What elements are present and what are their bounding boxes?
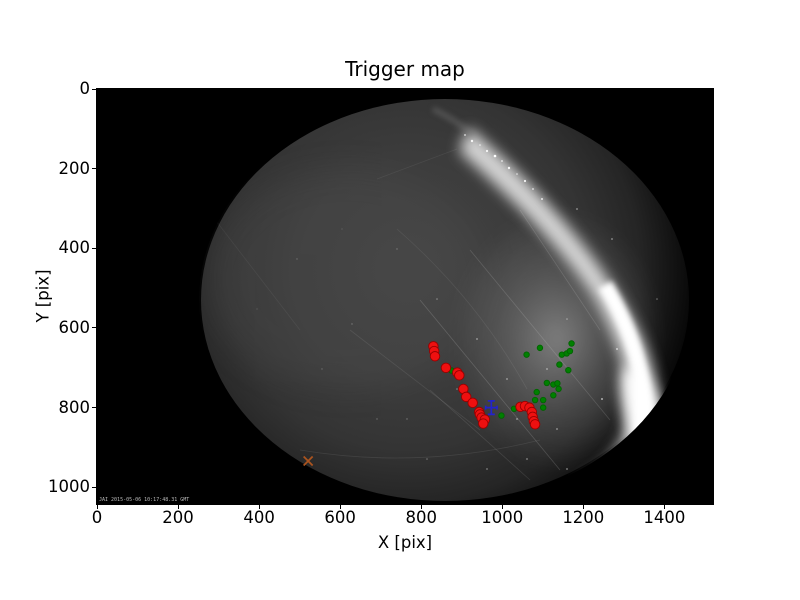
y-tick-mark (92, 168, 96, 170)
x-tick-mark (501, 505, 503, 509)
plot-area: JAI 2015-05-06 10:17:48.31 GMT (96, 88, 714, 505)
red-trigger-marker (467, 397, 478, 409)
x-tick-mark (177, 505, 179, 509)
y-tick-mark (92, 247, 96, 249)
blue-errorbar-marker (484, 399, 498, 416)
green-trigger-marker (554, 380, 561, 387)
plot-title: Trigger map (345, 57, 465, 81)
x-tick-label: 0 (91, 508, 103, 527)
y-tick-label: 800 (58, 397, 91, 417)
green-trigger-marker (539, 396, 547, 404)
green-trigger-marker (568, 340, 575, 347)
x-axis-label: X [pix] (377, 533, 433, 552)
x-tick-label: 1400 (643, 508, 686, 527)
y-axis-label: Y [pix] (33, 269, 53, 323)
green-trigger-marker (536, 344, 544, 352)
x-tick-mark (96, 505, 98, 509)
speckles (256, 134, 658, 470)
x-tick-mark (339, 505, 341, 509)
red-trigger-marker (529, 419, 541, 430)
x-tick-label: 1200 (562, 508, 605, 527)
green-trigger-marker (555, 385, 562, 393)
scatter-overlay (303, 340, 575, 467)
y-tick-label: 400 (58, 238, 91, 258)
green-trigger-marker (531, 396, 539, 404)
green-trigger-marker (523, 351, 530, 358)
y-tick-mark (92, 407, 96, 409)
x-tick-mark (258, 505, 260, 509)
camera-image (97, 89, 713, 504)
right-haze (452, 209, 662, 469)
y-tick-mark (92, 327, 96, 329)
green-trigger-marker (539, 404, 547, 411)
y-tick-mark (92, 486, 96, 488)
x-tick-mark (420, 505, 422, 509)
green-trigger-marker (566, 347, 574, 355)
orange-cross-marker (303, 455, 314, 467)
x-tick-label: 400 (243, 508, 275, 527)
red-trigger-marker (454, 370, 465, 381)
green-trigger-marker (533, 388, 540, 396)
x-tick-label: 200 (162, 508, 194, 527)
green-trigger-marker (498, 412, 505, 419)
green-trigger-marker (565, 366, 572, 374)
x-tick-label: 600 (324, 508, 356, 527)
x-tick-label: 1000 (481, 508, 524, 527)
red-trigger-marker (429, 351, 441, 362)
x-tick-mark (582, 505, 584, 509)
y-tick-label: 1000 (48, 477, 90, 497)
red-trigger-marker (460, 391, 472, 403)
green-trigger-marker (550, 392, 557, 399)
x-tick-mark (663, 505, 665, 509)
top-right-rim-glow (431, 106, 475, 137)
camera-timestamp: JAI 2015-05-06 10:17:48.31 GMT (99, 497, 190, 503)
y-tick-label: 0 (79, 78, 91, 98)
red-trigger-marker (478, 418, 489, 429)
left-soft-glow (207, 169, 487, 389)
green-trigger-marker (543, 379, 551, 387)
x-tick-label: 800 (405, 508, 437, 527)
y-tick-label: 600 (58, 317, 91, 337)
y-tick-label: 200 (58, 158, 91, 178)
y-tick-mark (92, 88, 96, 90)
red-trigger-marker (440, 362, 452, 373)
green-trigger-marker (556, 361, 563, 368)
